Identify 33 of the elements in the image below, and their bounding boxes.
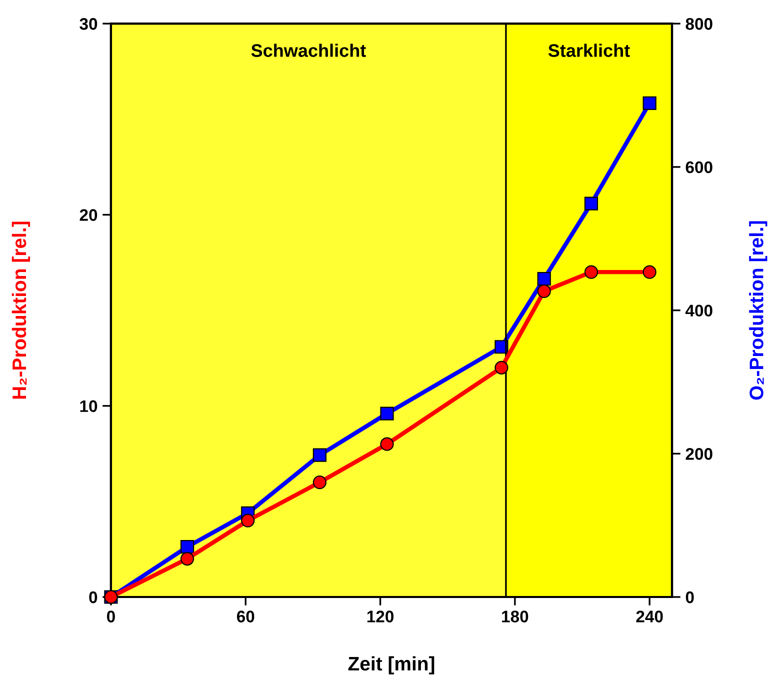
point (584, 196, 598, 210)
point (380, 437, 394, 451)
x-tick-label: 0 (106, 610, 115, 622)
point (180, 540, 194, 554)
point (312, 448, 326, 462)
y-tick-label: 0 (89, 591, 98, 604)
point (642, 265, 656, 279)
y2-tick-label: 600 (686, 161, 712, 174)
band-label: Starklicht (548, 44, 630, 57)
y2-tick-label: 400 (685, 304, 712, 317)
y-tick-label: 20 (80, 209, 98, 221)
point (642, 96, 656, 110)
y-tick-label: 10 (80, 400, 98, 412)
x-axis-title: Zeit [min] (348, 656, 434, 674)
y-axis-title: H₂-Produktion [rel.] (12, 222, 30, 399)
x-tick-label: 240 (636, 610, 663, 622)
y2-tick-label: 0 (686, 591, 694, 604)
y2-tick-label: 800 (686, 18, 712, 30)
point (380, 406, 394, 420)
point (312, 476, 326, 490)
y2-axis-title: O₂-Produktion [rel.] (749, 221, 768, 400)
x-tick-label: 120 (367, 610, 394, 622)
point (537, 272, 551, 286)
point (584, 265, 598, 279)
y2-tick-label: 200 (686, 448, 712, 460)
point (241, 514, 255, 528)
point (180, 552, 194, 566)
point (494, 360, 508, 374)
x-tick-label: 180 (502, 610, 528, 622)
y-tick-label: 30 (80, 18, 98, 30)
point (537, 284, 551, 298)
band-label: Schwachlicht (251, 44, 366, 57)
x-tick-label: 60 (236, 610, 254, 622)
